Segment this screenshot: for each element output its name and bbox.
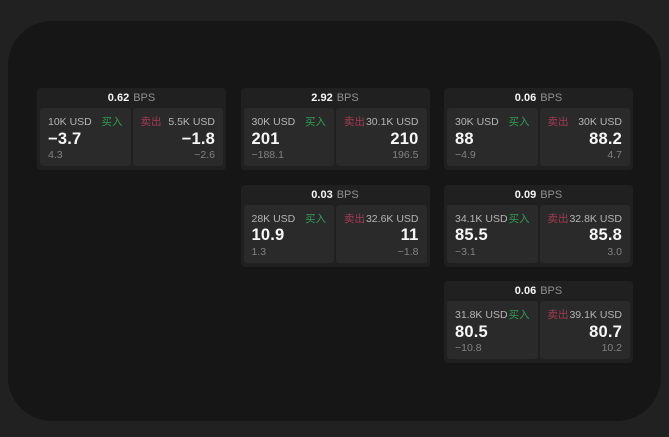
bps-value: 0.06 <box>514 92 537 104</box>
buy-panel[interactable]: 34.1K USD 买入 85.5 −3.1 <box>447 204 538 263</box>
sell-price: 210 <box>390 129 419 148</box>
sell-price: 88.2 <box>589 129 622 148</box>
quote-card-5: 0.09 BPS 34.1K USD 买入 85.5 −3.1 卖出 32.8K… <box>444 184 633 267</box>
buy-side-label: 买入 <box>101 116 123 128</box>
sell-side-label: 卖出 <box>140 116 162 128</box>
sell-side-label: 卖出 <box>547 309 569 321</box>
bps-value: 0.62 <box>107 92 130 104</box>
sell-price: −1.8 <box>181 129 215 148</box>
bps-header: 2.92 BPS <box>241 88 430 108</box>
bps-value: 0.03 <box>311 188 333 201</box>
sell-size: 39.1K USD <box>569 309 622 321</box>
buy-sub-value: −3.1 <box>455 245 476 258</box>
buy-size: 30K USD <box>251 116 296 128</box>
bps-header: 0.62 BPS <box>37 88 226 108</box>
sell-side-label: 卖出 <box>344 212 365 225</box>
buy-price: −3.7 <box>48 129 82 148</box>
sell-sub-value: −2.6 <box>194 149 215 161</box>
bps-unit-label: BPS <box>540 188 563 201</box>
buy-panel[interactable]: 30K USD 买入 201 −188.1 <box>243 108 334 166</box>
bps-unit-label: BPS <box>336 92 359 104</box>
sell-sub-value: 196.5 <box>392 149 419 161</box>
buy-side-label: 买入 <box>508 309 530 321</box>
bps-unit-label: BPS <box>540 285 563 297</box>
sell-price: 80.7 <box>589 322 622 341</box>
bps-value: 0.06 <box>514 285 537 297</box>
buy-price: 10.9 <box>251 226 285 244</box>
buy-side-label: 买入 <box>305 212 326 225</box>
bps-header: 0.06 BPS <box>444 88 633 108</box>
quote-card-6: 0.06 BPS 31.8K USD 买入 80.5 −10.8 卖出 39.1… <box>444 281 633 363</box>
bps-value: 2.92 <box>311 92 333 104</box>
buy-side-label: 买入 <box>508 116 530 128</box>
sell-side-label: 卖出 <box>344 116 365 128</box>
quote-panels: 34.1K USD 买入 85.5 −3.1 卖出 32.8K USD 85.8… <box>447 204 630 263</box>
buy-side-label: 买入 <box>508 212 530 225</box>
sell-sub-value: −1.8 <box>397 245 419 258</box>
sell-panel[interactable]: 卖出 39.1K USD 80.7 10.2 <box>539 301 630 359</box>
quote-panels: 30K USD 买入 88 −4.9 卖出 30K USD 88.2 4.7 <box>447 108 630 166</box>
bps-value: 0.09 <box>514 188 537 201</box>
buy-price: 88 <box>455 129 474 148</box>
sell-size: 30K USD <box>578 116 622 128</box>
bps-header: 0.03 BPS <box>241 185 430 205</box>
bps-unit-label: BPS <box>540 92 563 104</box>
buy-price: 201 <box>251 129 280 148</box>
buy-price: 85.5 <box>455 226 488 244</box>
sell-size: 32.8K USD <box>569 212 622 225</box>
sell-side-label: 卖出 <box>547 116 569 128</box>
quote-card-1: 0.62 BPS 10K USD 买入 −3.7 4.3 卖出 5.5K USD… <box>37 88 226 170</box>
buy-size: 10K USD <box>48 116 92 128</box>
quote-card-4: 0.03 BPS 28K USD 买入 10.9 1.3 卖出 32.6K US… <box>240 184 430 267</box>
sell-price: 85.8 <box>589 226 622 244</box>
sell-price: 11 <box>400 226 419 244</box>
quote-card-grid: 0.62 BPS 10K USD 买入 −3.7 4.3 卖出 5.5K USD… <box>37 88 633 363</box>
sell-sub-value: 10.2 <box>601 342 622 354</box>
bps-header: 0.09 BPS <box>444 185 633 205</box>
sell-size: 32.6K USD <box>365 212 419 225</box>
sell-sub-value: 3.0 <box>607 245 622 258</box>
quote-panels: 10K USD 买入 −3.7 4.3 卖出 5.5K USD −1.8 −2.… <box>40 108 223 166</box>
buy-size: 34.1K USD <box>455 212 508 225</box>
quote-card-2: 2.92 BPS 30K USD 买入 201 −188.1 卖出 30.1K … <box>240 88 430 170</box>
sell-sub-value: 4.7 <box>607 149 622 161</box>
sell-panel[interactable]: 卖出 30K USD 88.2 4.7 <box>539 108 630 166</box>
buy-panel[interactable]: 10K USD 买入 −3.7 4.3 <box>40 108 131 166</box>
quote-panels: 30K USD 买入 201 −188.1 卖出 30.1K USD 210 1… <box>243 108 427 166</box>
buy-panel[interactable]: 31.8K USD 买入 80.5 −10.8 <box>447 301 538 359</box>
buy-panel[interactable]: 30K USD 买入 88 −4.9 <box>447 108 538 166</box>
buy-sub-value: −188.1 <box>251 149 284 161</box>
buy-sub-value: −10.8 <box>455 342 482 354</box>
buy-panel[interactable]: 28K USD 买入 10.9 1.3 <box>243 204 334 263</box>
sell-side-label: 卖出 <box>547 212 569 225</box>
buy-sub-value: −4.9 <box>455 149 476 161</box>
sell-panel[interactable]: 卖出 30.1K USD 210 196.5 <box>336 108 427 166</box>
bps-unit-label: BPS <box>133 92 156 104</box>
sell-size: 30.1K USD <box>365 116 419 128</box>
bps-header: 0.06 BPS <box>444 281 633 301</box>
sell-panel[interactable]: 卖出 32.6K USD 11 −1.8 <box>336 204 427 263</box>
buy-price: 80.5 <box>455 322 488 341</box>
quote-panels: 28K USD 买入 10.9 1.3 卖出 32.6K USD 11 −1.8 <box>243 204 427 263</box>
buy-size: 28K USD <box>251 212 296 225</box>
buy-size: 30K USD <box>455 116 499 128</box>
sell-panel[interactable]: 卖出 5.5K USD −1.8 −2.6 <box>132 108 223 166</box>
buy-sub-value: 1.3 <box>251 245 267 258</box>
quote-panels: 31.8K USD 买入 80.5 −10.8 卖出 39.1K USD 80.… <box>447 301 630 359</box>
quote-card-3: 0.06 BPS 30K USD 买入 88 −4.9 卖出 30K USD 8… <box>444 88 633 170</box>
sell-size: 5.5K USD <box>168 116 215 128</box>
buy-side-label: 买入 <box>305 116 326 128</box>
buy-sub-value: 4.3 <box>48 149 63 161</box>
sell-panel[interactable]: 卖出 32.8K USD 85.8 3.0 <box>539 204 630 263</box>
bps-unit-label: BPS <box>336 188 359 201</box>
buy-size: 31.8K USD <box>455 309 508 321</box>
